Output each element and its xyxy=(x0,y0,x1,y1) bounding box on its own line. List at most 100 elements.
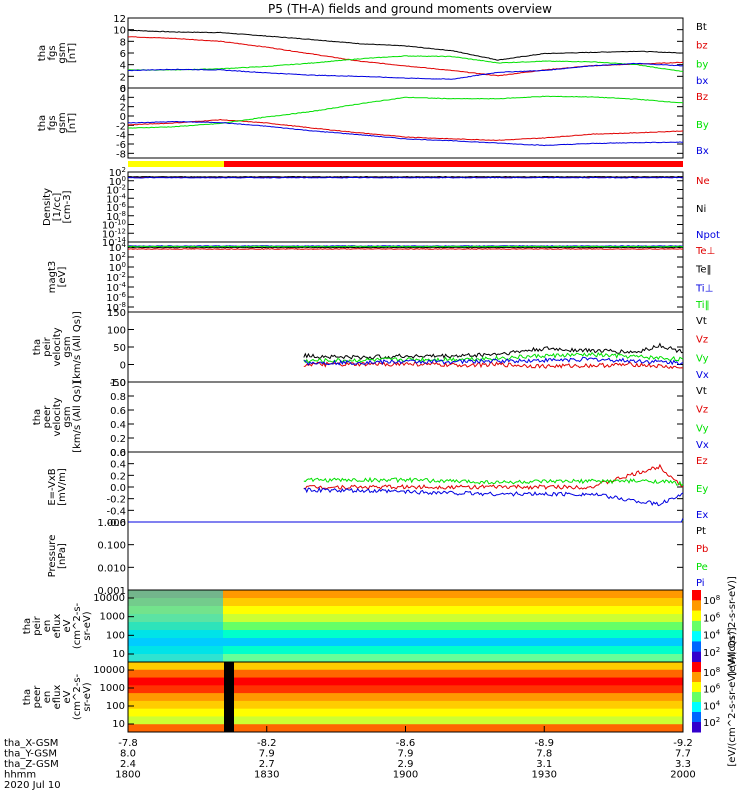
y-tick-label: 0.001 xyxy=(97,586,126,597)
y-tick-label: 1000 xyxy=(100,612,125,623)
y-axis-label: peir xyxy=(32,615,43,635)
colorbar: 108 106 104 102 [eV/(cm^2-s-sr-eV)] xyxy=(692,576,738,676)
y-axis-label: eflux xyxy=(52,685,63,710)
y-axis-label: peir xyxy=(42,336,53,356)
y-axis-label: eflux xyxy=(52,614,63,639)
series-By xyxy=(127,95,684,129)
legend-entry: Ti‖ xyxy=(695,300,710,311)
y-tick-label: 100 xyxy=(106,701,125,712)
y-tick-label: 1.0 xyxy=(110,378,126,389)
y-axis-label: peer xyxy=(42,405,53,429)
legend-entry: by xyxy=(696,59,708,70)
y-tick-label: -2 xyxy=(116,121,126,132)
y-tick-label: 4 xyxy=(120,93,126,104)
panel-frame xyxy=(127,381,684,453)
y-tick-label: 6 xyxy=(120,84,126,95)
y-tick-label: 4 xyxy=(120,61,126,72)
y-tick-label: 102 xyxy=(109,166,126,179)
heatmap-band xyxy=(128,630,683,639)
legend-entry: bz xyxy=(696,41,708,52)
y-axis-label: [nT] xyxy=(67,113,78,133)
legend-entry: Te‖ xyxy=(695,265,712,276)
x-row-value: 1900 xyxy=(393,770,418,781)
colorbar-tick-label: 108 xyxy=(703,666,720,679)
legend-entry: Ex xyxy=(696,510,708,521)
y-tick-label: 6 xyxy=(120,49,126,60)
colorbar-tick-label: 102 xyxy=(703,646,720,659)
y-tick-label: 0.010 xyxy=(97,563,126,574)
y-axis-label: gsm xyxy=(62,336,73,357)
panel-frame xyxy=(127,311,684,383)
y-tick-label: 0.8 xyxy=(110,392,126,403)
y-tick-label: 10000 xyxy=(93,665,125,676)
colorbar-band xyxy=(692,631,701,642)
y-tick-label: 12 xyxy=(113,14,126,25)
series-bx xyxy=(127,62,684,80)
series-Ti‖ xyxy=(127,245,684,248)
y-axis-label: [nT] xyxy=(67,43,78,63)
legend-entry: Ez xyxy=(696,456,708,467)
y-axis-label: [cm-3] xyxy=(62,190,73,223)
legend-entry: By xyxy=(696,120,709,131)
heatmap-band xyxy=(128,606,683,615)
heatmap-band xyxy=(128,700,683,710)
heatmap-band xyxy=(128,662,683,671)
y-axis-label: E=-VxB xyxy=(47,468,58,505)
x-row-value: 1930 xyxy=(532,770,557,781)
legend-entry: Ni xyxy=(696,204,706,215)
legend-entry: Pt xyxy=(696,526,706,537)
y-axis-label: peer xyxy=(32,685,43,709)
heatmap-band xyxy=(128,669,683,679)
legend-entry: Te⊥ xyxy=(695,246,715,257)
heatmap-band xyxy=(128,598,683,607)
plot-title: P5 (TH-A) fields and ground moments over… xyxy=(268,2,552,16)
colorbar-band xyxy=(692,682,701,693)
y-axis-label: tha xyxy=(37,115,48,131)
legend-entry: Bz xyxy=(696,92,708,103)
colorbar-band xyxy=(692,662,701,673)
y-tick-label: 100 xyxy=(109,261,126,274)
colorbar-tick-label: 104 xyxy=(703,699,721,712)
y-axis-label: gsm xyxy=(57,42,68,63)
x-row-value: -8.9 xyxy=(534,738,554,749)
x-axis-block: tha_X-GSM -7.8 -8.2 -8.6 -8.9 -9.2 tha_Y-GSM 8.… xyxy=(4,726,696,791)
series-Te‖ xyxy=(127,246,684,249)
heatmap-band xyxy=(128,646,683,655)
y-axis-label: velocity xyxy=(52,397,63,436)
series-Bz xyxy=(127,118,684,141)
data-gap xyxy=(224,662,234,732)
heatmap-band xyxy=(128,693,683,702)
y-tick-label: 10-10 xyxy=(102,219,126,232)
colorbar-band xyxy=(692,610,701,622)
colorbar-tick-label: 102 xyxy=(703,716,720,729)
series-Pi xyxy=(128,518,684,523)
series-Npot xyxy=(127,176,684,179)
legend-entry: Pi xyxy=(696,578,705,589)
x-row-value: 2.9 xyxy=(398,759,414,770)
y-tick-label: 10 xyxy=(112,719,125,730)
y-tick-label: 50 xyxy=(113,343,126,354)
y-axis-label: Pressure xyxy=(47,535,58,578)
y-tick-label: 0.6 xyxy=(110,448,126,459)
x-row-value: 2000 xyxy=(670,770,695,781)
colorbar-band xyxy=(692,672,701,683)
x-row-value: -9.2 xyxy=(673,738,693,749)
y-axis-label: fgs xyxy=(47,115,58,130)
y-axis-label: tha xyxy=(32,339,43,355)
legend-entry: Pe xyxy=(696,562,708,573)
legend-entry: Vy xyxy=(696,353,709,364)
legend-entry: Ne xyxy=(696,176,710,187)
colorbar-band xyxy=(692,722,701,733)
legend-entry: Vx xyxy=(696,440,709,451)
x-row-value: 2.7 xyxy=(259,759,275,770)
colorbar-tick-label: 108 xyxy=(703,594,720,607)
y-tick-label: 100 xyxy=(106,630,125,641)
legend-entry: Vz xyxy=(696,405,708,416)
y-tick-label: 0 xyxy=(120,361,126,372)
x-row-label: tha_X-GSM xyxy=(4,738,58,749)
y-tick-label: 10-4 xyxy=(106,281,126,294)
legend-entry: Bx xyxy=(696,146,709,157)
